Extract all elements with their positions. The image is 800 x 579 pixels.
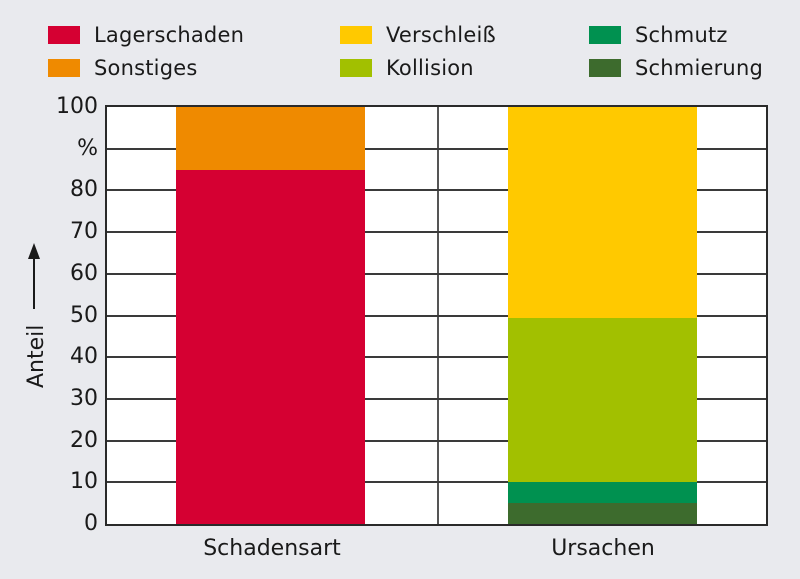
legend-swatch-schmierung: [589, 59, 621, 77]
legend-label: Sonstiges: [94, 56, 198, 80]
x-label-ursachen: Ursachen: [551, 536, 655, 561]
gridline: [107, 231, 766, 234]
y-tick-label: 40: [70, 344, 98, 370]
gridline: [107, 189, 766, 192]
legend-label: Kollision: [386, 56, 474, 80]
bar-segment-kollision: [508, 317, 697, 483]
legend-label: Schmierung: [635, 56, 763, 80]
bar-segment-schmutz: [508, 482, 697, 504]
gridline: [107, 272, 766, 275]
y-tick-label: 20: [70, 427, 98, 453]
gridline: [107, 147, 766, 150]
bar-ursachen: [508, 107, 697, 524]
bar-segment-verschleiss: [508, 107, 697, 318]
gridline: [107, 481, 766, 484]
legend-label: Schmutz: [635, 23, 728, 47]
y-tick-label: %: [77, 135, 98, 161]
legend-item-schmierung: Schmierung: [589, 55, 763, 81]
gridline: [107, 397, 766, 400]
y-axis-label-text: Anteil: [24, 324, 49, 388]
legend-swatch-schmutz: [589, 26, 621, 44]
legend-item-verschleiss: Verschleiß: [340, 22, 496, 48]
y-tick-label: 30: [70, 385, 98, 411]
gridline: [107, 314, 766, 317]
bar-segment-schmierung: [508, 503, 697, 524]
legend-item-lagerschaden: Lagerschaden: [48, 22, 244, 48]
bar-segment-lagerschaden: [176, 169, 365, 524]
legend-swatch-lagerschaden: [48, 26, 80, 44]
y-tick-label: 10: [70, 469, 98, 495]
gridline: [107, 439, 766, 442]
legend-label: Lagerschaden: [94, 23, 245, 47]
y-tick-label: 80: [70, 177, 98, 203]
up-arrow-icon: [28, 243, 40, 309]
legend-swatch-kollision: [340, 59, 372, 77]
gridline: [107, 356, 766, 359]
y-tick-label: 70: [70, 219, 98, 245]
y-tick-label: 100: [56, 94, 98, 119]
y-axis-label: Anteil: [24, 325, 49, 388]
chart-legend: Lagerschaden Sonstiges Verschleiß Kollis…: [0, 0, 800, 90]
legend-label: Verschleiß: [386, 23, 496, 47]
legend-item-schmutz: Schmutz: [589, 22, 728, 48]
y-tick-label: 0: [84, 511, 98, 536]
legend-item-kollision: Kollision: [340, 55, 474, 81]
legend-swatch-sonstiges: [48, 59, 80, 77]
legend-swatch-verschleiss: [340, 26, 372, 44]
y-tick-label: 50: [70, 302, 98, 328]
bar-segment-sonstiges: [176, 107, 365, 170]
y-tick-label: 60: [70, 260, 98, 286]
plot-area: [105, 105, 768, 526]
x-label-schadensart: Schadensart: [203, 536, 341, 561]
legend-item-sonstiges: Sonstiges: [48, 55, 198, 81]
bar-schadensart: [176, 107, 365, 524]
